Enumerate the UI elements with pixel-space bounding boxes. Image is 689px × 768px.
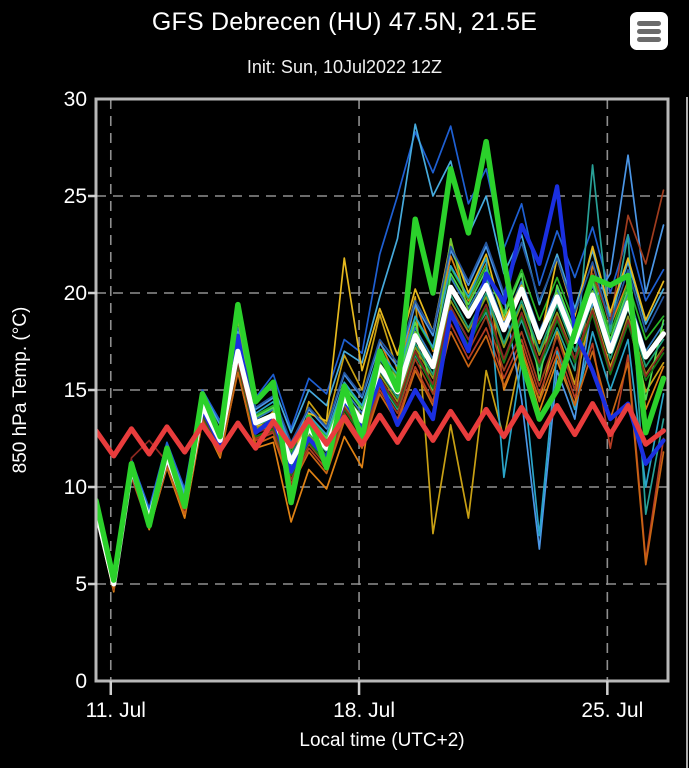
scrollbar[interactable] (686, 97, 688, 768)
page-title: GFS Debrecen (HU) 47.5N, 21.5E (151, 8, 538, 36)
y-tick-label: 5 (75, 573, 87, 596)
y-tick-label: 0 (75, 670, 87, 693)
ensemble-member-line (96, 257, 665, 583)
hamburger-icon (637, 20, 661, 26)
y-tick-label: 20 (64, 282, 87, 305)
y-tick-label: 15 (64, 379, 87, 402)
menu-button[interactable] (630, 12, 668, 50)
chart-init-subtitle: Init: Sun, 10Jul2022 12Z (246, 57, 443, 77)
series-layer (96, 123, 667, 593)
x-tick-label: 25. Jul (581, 699, 643, 722)
x-axis-title: Local time (UTC+2) (299, 730, 464, 751)
x-tick-label: 11. Jul (86, 699, 146, 722)
y-tick-label: 25 (64, 185, 87, 208)
hamburger-icon (637, 36, 661, 42)
operational-line (96, 138, 667, 583)
label-layer: 0 5 10 15 20 25 30 11. Jul 18. Jul 25. Jul (64, 88, 644, 722)
tick-layer (88, 194, 609, 695)
x-tick-label: 18. Jul (333, 699, 395, 722)
ensemble-mean-line (96, 282, 666, 587)
y-tick-label: 10 (64, 476, 87, 499)
hamburger-icon (637, 28, 661, 34)
climate-mean-line (96, 401, 666, 459)
ensemble-member-line (96, 237, 665, 585)
y-axis-title: 850 hPa Temp. (°C) (10, 307, 31, 474)
y-tick-label: 30 (64, 88, 87, 111)
